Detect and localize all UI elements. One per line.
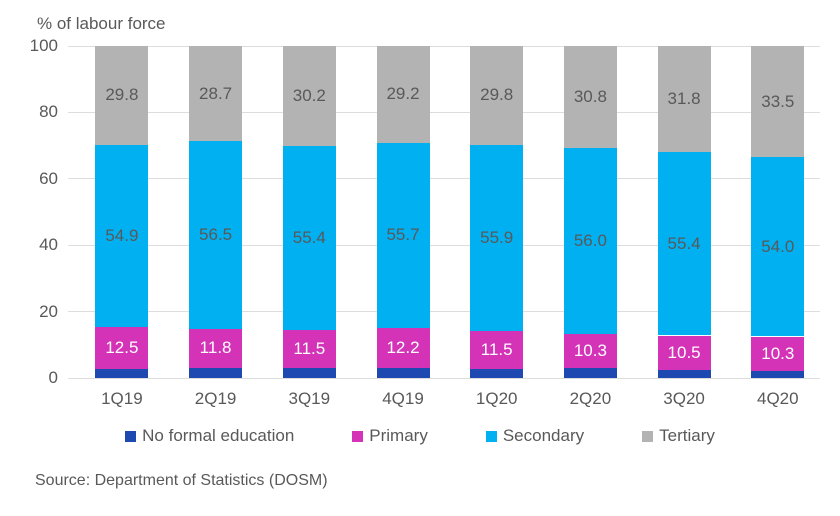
bar-segment: [563, 334, 617, 369]
y-tick-label-80: 80: [39, 102, 58, 122]
bar-segment: [470, 330, 524, 369]
x-tick-label-2Q19: 2Q19: [194, 389, 237, 408]
value-label: 54.9: [105, 226, 139, 246]
value-label: 33.5: [761, 91, 795, 111]
bar-segment: [470, 46, 524, 145]
value-label: 29.8: [480, 85, 514, 105]
value-label: 11.8: [199, 338, 232, 358]
bar-segment: [657, 335, 711, 371]
bar-segment: [95, 144, 149, 328]
bar-segment: [95, 327, 149, 369]
bar-segment: [95, 46, 149, 145]
legend: No formal education Primary Secondary Terti…: [0, 425, 840, 447]
gridline-20: [68, 311, 820, 313]
value-label: 11.5: [293, 339, 326, 359]
legend-label: Secondary: [502, 426, 585, 445]
value-label: 29.8: [105, 85, 139, 105]
x-tick-label-3Q19: 3Q19: [288, 389, 331, 408]
legend-item: No formal education: [125, 426, 294, 446]
value-label: 12.2: [386, 338, 420, 358]
value-label: 10.3: [761, 343, 795, 363]
bar-segment: [376, 46, 430, 143]
x-tick-label-4Q20: 4Q20: [757, 389, 799, 408]
bar-segment: [657, 370, 711, 378]
gridline-100: [68, 45, 820, 47]
gridline-80: [68, 111, 820, 113]
legend-label: No formal education: [142, 426, 295, 445]
x-tick-label-4Q19: 4Q19: [382, 389, 424, 408]
value-label: 55.7: [386, 225, 420, 245]
legend-marker-icon: [352, 430, 364, 442]
bar-segment: [282, 46, 336, 147]
value-label: 12.5: [105, 337, 139, 357]
value-label: 31.8: [667, 88, 701, 108]
bar-segment: [376, 368, 430, 378]
y-tick-label-40: 40: [39, 235, 58, 255]
value-label: 56.5: [199, 225, 233, 245]
legend-label: Primary: [369, 426, 428, 445]
bar-segment: [189, 328, 243, 369]
bar-segment: [376, 142, 430, 328]
gridline-0: [68, 377, 820, 379]
value-label: 11.5: [480, 339, 513, 359]
x-tick-label-2Q20: 2Q20: [569, 389, 612, 408]
value-label: 30.8: [573, 87, 607, 107]
bar-segment: [470, 144, 524, 331]
value-label: 54.0: [761, 236, 795, 256]
value-label: 29.2: [386, 84, 420, 104]
y-tick-label-20: 20: [39, 301, 58, 321]
bar-segment: [376, 327, 430, 369]
bar-segment: [751, 336, 805, 371]
gridline-40: [68, 244, 820, 246]
y-tick-label-60: 60: [39, 168, 58, 188]
legend-marker-icon: [125, 430, 137, 442]
value-label: 10.3: [573, 341, 607, 361]
legend-item: Secondary: [485, 426, 585, 446]
chart-title: % of labour force: [37, 14, 166, 33]
legend-label: Tertiary: [659, 426, 715, 445]
y-tick-label-100: 100: [29, 36, 58, 55]
legend-marker-icon: [485, 430, 497, 442]
bar-segment: [657, 46, 711, 152]
bar-segment: [563, 46, 617, 149]
bar-segment: [563, 368, 617, 378]
bar-segment: [657, 151, 711, 336]
bar-segment: [470, 368, 524, 378]
bar-segment: [282, 146, 336, 331]
value-label: 56.0: [573, 231, 607, 251]
value-label: 55.4: [667, 233, 701, 253]
legend-item: Primary: [352, 426, 428, 446]
source-note: Source: Department of Statistics (DOSM): [35, 472, 328, 489]
bar-segment: [751, 157, 805, 337]
value-label: 28.7: [199, 83, 233, 103]
x-tick-label-1Q20: 1Q20: [475, 389, 518, 408]
y-tick-label-0: 0: [48, 368, 58, 387]
legend-item: Tertiary: [642, 426, 715, 446]
x-tick-label-1Q19: 1Q19: [101, 389, 143, 408]
bar-segment: [282, 330, 336, 369]
bar-segment: [563, 148, 617, 335]
value-label: 10.5: [667, 342, 701, 362]
bar-segment: [95, 368, 149, 378]
bar-segment: [189, 368, 243, 378]
bar-segment: [189, 46, 243, 142]
bar-segment: [189, 141, 243, 329]
x-tick-label-3Q20: 3Q20: [663, 389, 705, 408]
value-label: 30.2: [292, 86, 326, 106]
bar-segment: [751, 46, 805, 158]
bar-segment: [751, 370, 805, 378]
value-label: 55.4: [292, 228, 326, 248]
legend-marker-icon: [642, 430, 654, 442]
bar-segment: [282, 368, 336, 378]
value-label: 55.9: [480, 227, 514, 247]
gridline-60: [68, 178, 820, 180]
